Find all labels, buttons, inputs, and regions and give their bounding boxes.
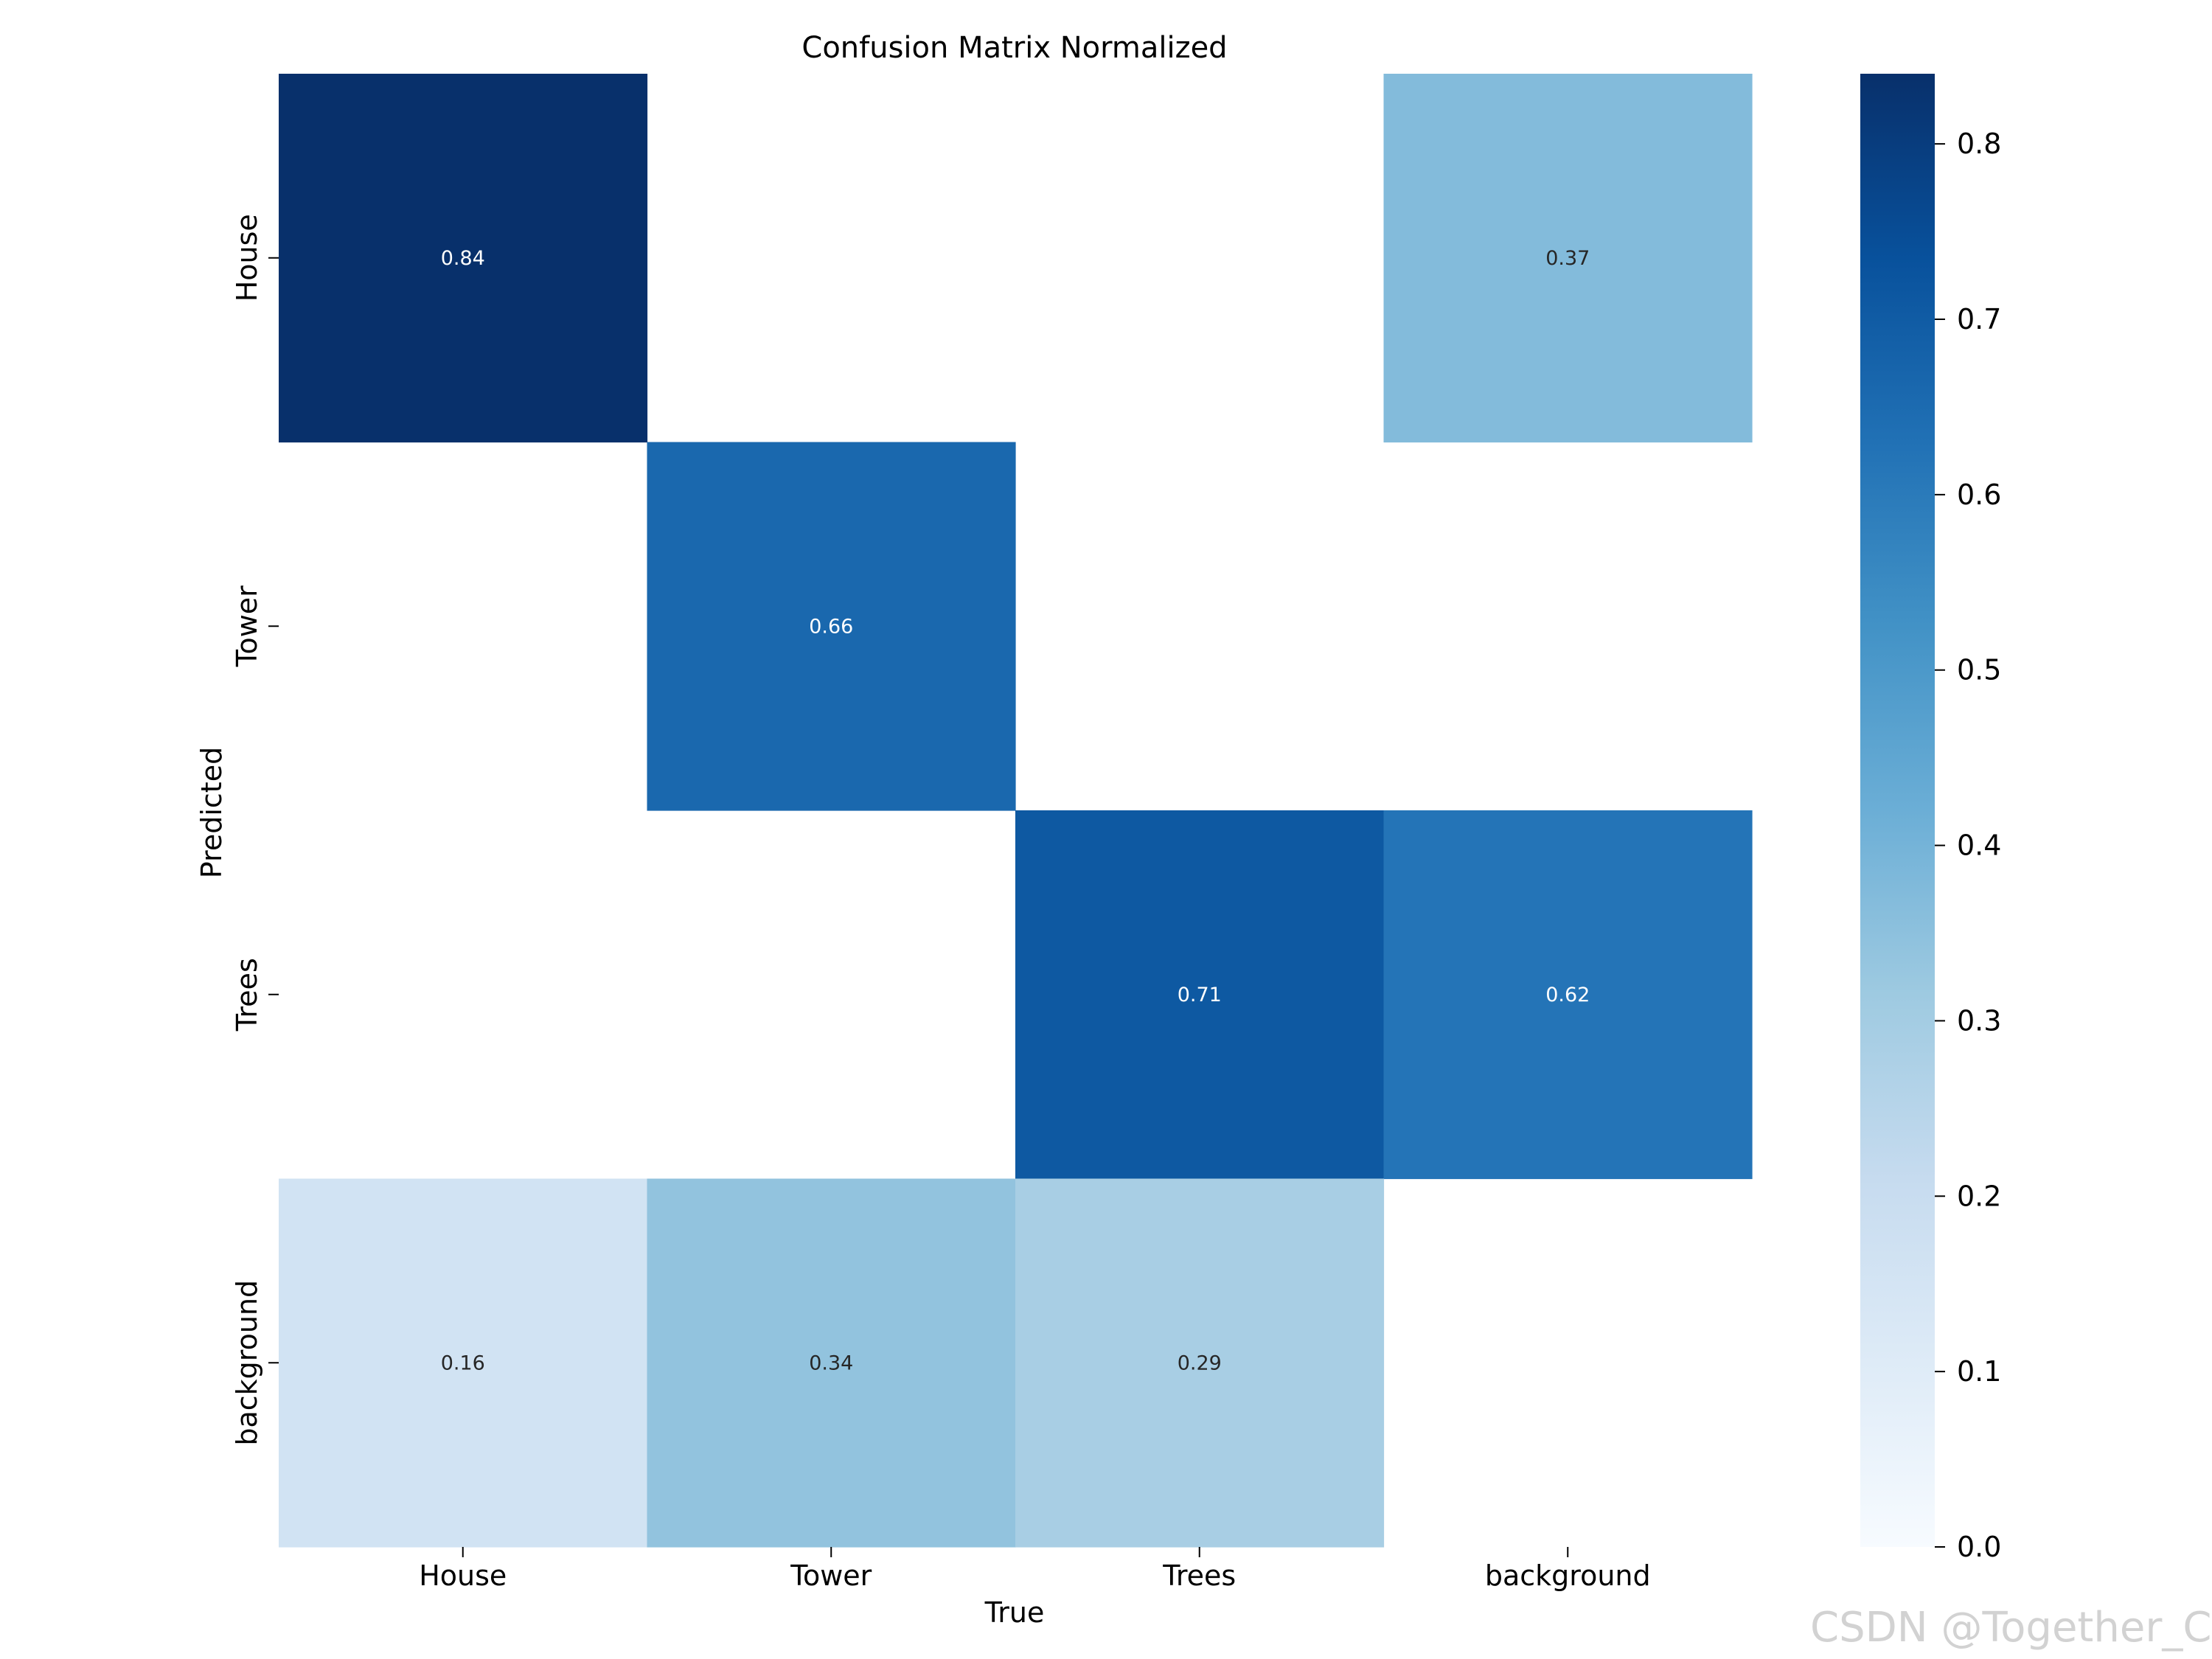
heatmap-cell: [279, 1178, 648, 1548]
x-tick-label: background: [1485, 1559, 1651, 1592]
cell-value-label: 0.71: [1178, 984, 1222, 1006]
heatmap-cell: [1383, 810, 1753, 1180]
y-tick-label: House: [231, 214, 263, 302]
cell-value-label: 0.29: [1178, 1352, 1222, 1374]
cell-value-label: 0.62: [1545, 984, 1590, 1006]
colorbar-tick-label: 0.5: [1957, 654, 2001, 686]
colorbar-tick-label: 0.1: [1957, 1355, 2001, 1388]
x-tick-label: House: [419, 1559, 507, 1592]
colorbar-tick-label: 0.8: [1957, 128, 2001, 160]
y-axis-label: Predicted: [195, 747, 228, 878]
heatmap-cell: [647, 1178, 1016, 1548]
heatmap-cell-labels: 0.84 0.37 0.66 0.71 0.62 0.16 0.34 0.29: [441, 247, 1590, 1375]
heatmap-cells: [279, 74, 1753, 1548]
colorbar-tick-label: 0.2: [1957, 1180, 2001, 1212]
y-tick-label: Trees: [231, 958, 263, 1032]
colorbar-tick-label: 0.3: [1957, 1004, 2001, 1037]
colorbar: [1860, 74, 1935, 1547]
colorbar-tick-label: 0.4: [1957, 830, 2001, 862]
colorbar-tick-label: 0.7: [1957, 303, 2001, 335]
heatmap-cell: [647, 442, 1016, 811]
y-axis-ticks: House Tower Trees background: [231, 214, 279, 1446]
x-axis-ticks: House Tower Trees background: [419, 1547, 1651, 1592]
cell-value-label: 0.66: [809, 615, 853, 638]
x-tick-label: Tower: [790, 1559, 872, 1592]
cell-value-label: 0.34: [809, 1352, 853, 1374]
y-tick-label: background: [231, 1280, 263, 1446]
heatmap-cell: [1015, 810, 1385, 1180]
colorbar-tick-label: 0.6: [1957, 479, 2001, 511]
colorbar-ticks: 0.0 0.1 0.2 0.3 0.4 0.5 0.6 0.7 0.8: [1935, 128, 2001, 1563]
colorbar-tick-label: 0.0: [1957, 1531, 2001, 1563]
chart-title: Confusion Matrix Normalized: [801, 31, 1227, 65]
watermark: CSDN @Together_CZ: [1810, 1604, 2212, 1652]
x-axis-label: True: [984, 1596, 1045, 1629]
y-tick-label: Tower: [231, 585, 263, 667]
cell-value-label: 0.84: [441, 247, 485, 270]
heatmap-cell: [1383, 74, 1753, 443]
cell-value-label: 0.16: [441, 1352, 485, 1374]
heatmap-cell: [1015, 1178, 1385, 1548]
cell-value-label: 0.37: [1545, 247, 1590, 270]
heatmap-cell: [279, 74, 648, 443]
x-tick-label: Trees: [1162, 1559, 1236, 1592]
